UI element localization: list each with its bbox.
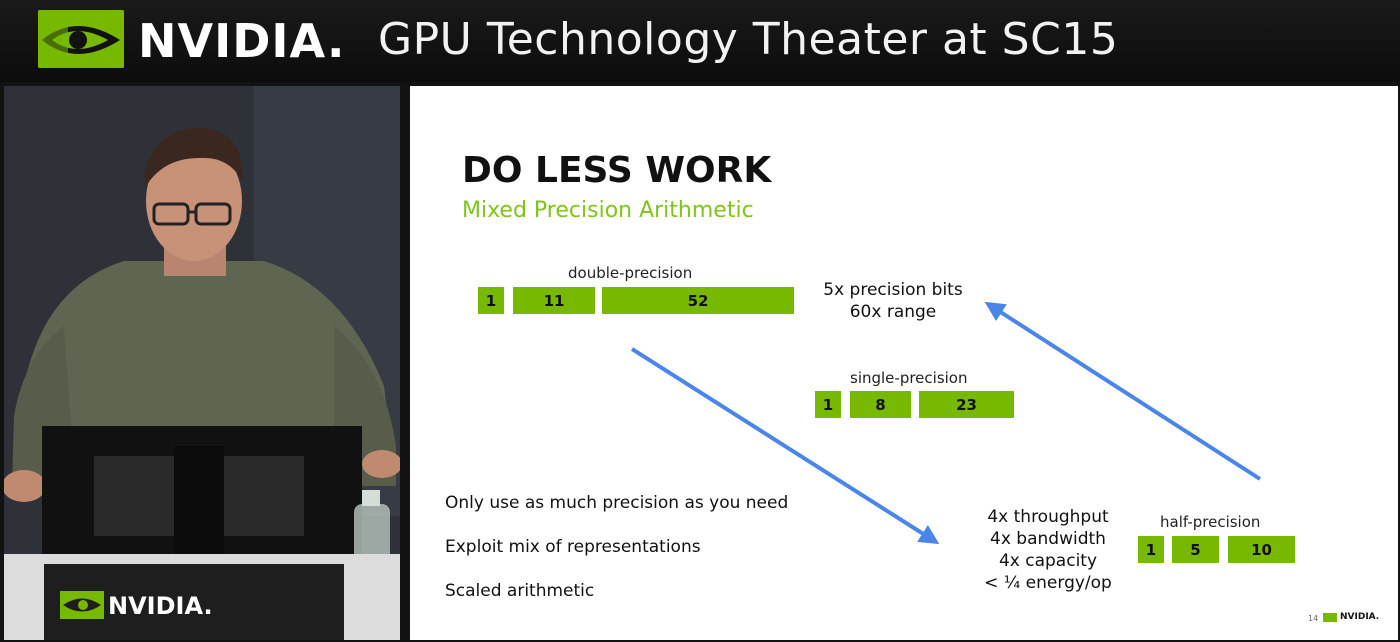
- single-exponent-field: 8: [850, 391, 911, 418]
- arrows-layer: [630, 301, 1262, 545]
- bullet-item: Exploit mix of representations: [445, 537, 701, 557]
- presentation-slide: DO LESS WORK Mixed Precision Arithmetic …: [410, 86, 1398, 640]
- arrow-half-to-double: [984, 301, 1262, 481]
- nvidia-wordmark: NVIDIA.: [138, 14, 346, 68]
- double-sign-field: 1: [478, 287, 504, 314]
- top-banner: NVIDIA. GPU Technology Theater at SC15: [0, 0, 1400, 82]
- event-title: GPU Technology Theater at SC15: [378, 14, 1119, 65]
- speaker-scene: [4, 86, 400, 640]
- speaker-video: NVIDIA.: [4, 86, 400, 640]
- half-mantissa-field: 10: [1228, 536, 1295, 563]
- note-line: 5x precision bits: [823, 280, 963, 300]
- slide-subtitle: Mixed Precision Arithmetic: [462, 198, 754, 223]
- single-mantissa-field: 23: [919, 391, 1014, 418]
- nvidia-eye-logo: [38, 10, 124, 68]
- half-precision-benefits-note: 4x throughput 4x bandwidth 4x capacity <…: [958, 506, 1138, 594]
- double-precision-label: double-precision: [568, 264, 693, 282]
- single-precision-label: single-precision: [850, 369, 968, 387]
- bullet-item: Only use as much precision as you need: [445, 493, 789, 513]
- half-exponent-field: 5: [1172, 536, 1219, 563]
- note-line: 4x bandwidth: [990, 529, 1106, 549]
- precision-gain-note: 5x precision bits 60x range: [808, 279, 978, 323]
- single-sign-field: 1: [815, 391, 841, 418]
- note-line: < ¼ energy/op: [984, 573, 1112, 593]
- podium-wordmark: NVIDIA.: [108, 592, 213, 620]
- footer-wordmark: NVIDIA.: [1340, 612, 1380, 622]
- note-line: 4x capacity: [998, 551, 1098, 571]
- slide-page-number: 14: [1308, 614, 1319, 623]
- arrow-double-to-half: [630, 347, 940, 545]
- footer-nvidia-eye-icon: [1323, 613, 1337, 622]
- bullet-item: Scaled arithmetic: [445, 581, 595, 601]
- slide-title: DO LESS WORK: [462, 150, 772, 191]
- half-precision-label: half-precision: [1160, 513, 1261, 531]
- half-sign-field: 1: [1138, 536, 1164, 563]
- double-exponent-field: 11: [513, 287, 595, 314]
- note-line: 4x throughput: [987, 507, 1109, 527]
- double-mantissa-field: 52: [602, 287, 794, 314]
- note-line: 60x range: [849, 302, 937, 322]
